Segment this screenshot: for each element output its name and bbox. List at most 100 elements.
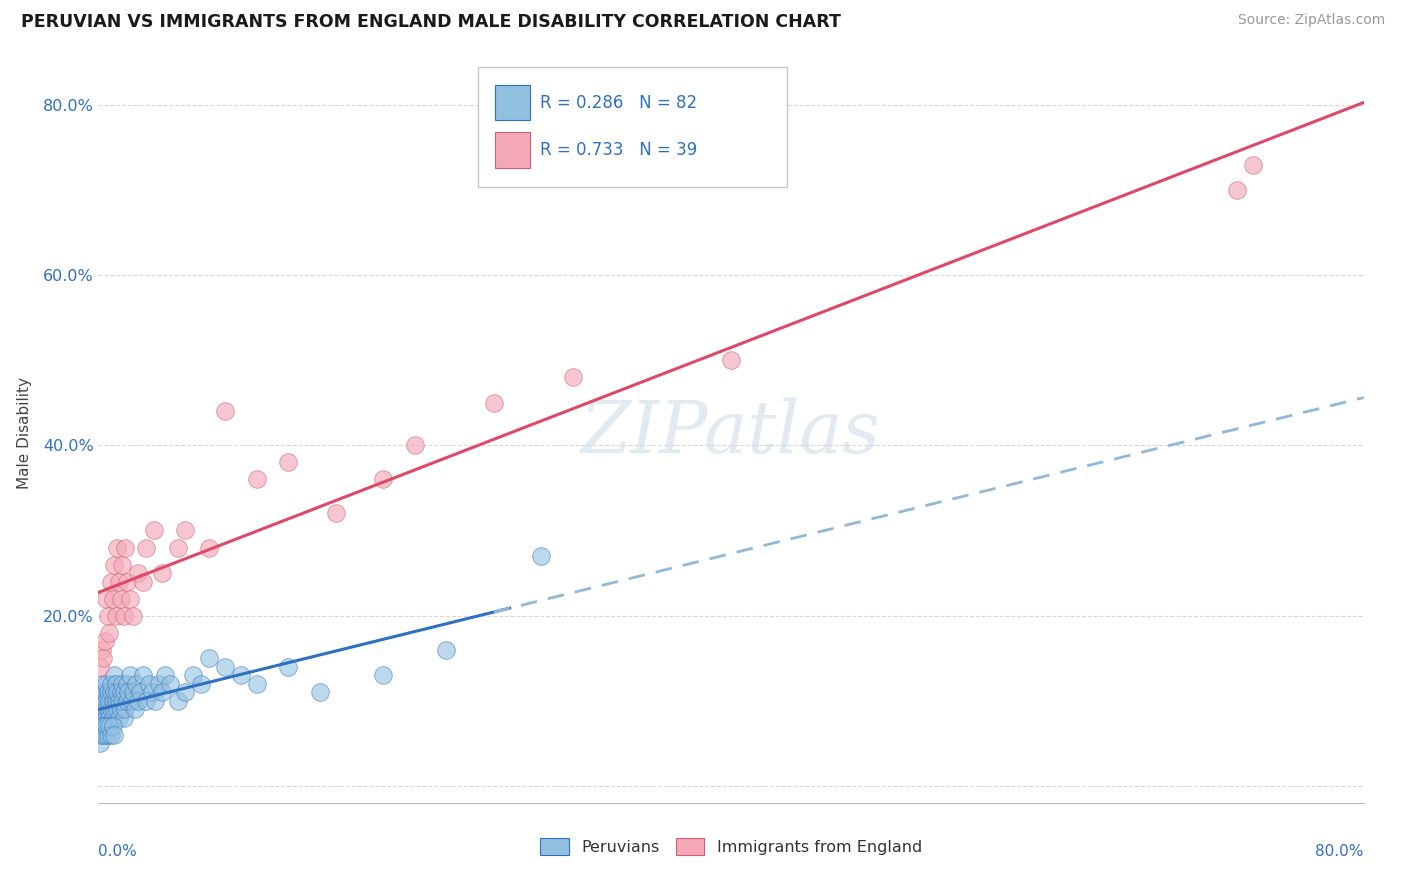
Point	[89, 659, 111, 673]
Point	[135, 541, 157, 555]
Point	[127, 566, 149, 580]
Point	[96, 676, 118, 690]
Point	[90, 719, 112, 733]
Point	[141, 685, 163, 699]
Point	[111, 676, 134, 690]
Point	[127, 694, 149, 708]
Point	[91, 676, 114, 690]
Point	[91, 711, 114, 725]
Text: R = 0.733   N = 39: R = 0.733 N = 39	[540, 141, 697, 159]
Point	[97, 608, 120, 623]
Point	[89, 728, 111, 742]
Point	[101, 591, 124, 606]
Point	[101, 694, 124, 708]
Point	[132, 574, 155, 589]
Point	[120, 668, 141, 682]
Point	[98, 694, 121, 708]
Point	[96, 694, 118, 708]
Point	[135, 694, 157, 708]
Point	[97, 685, 120, 699]
Point	[132, 668, 155, 682]
Point	[138, 676, 160, 690]
Point	[112, 685, 135, 699]
Point	[115, 676, 138, 690]
Point	[96, 591, 118, 606]
Point	[103, 558, 125, 572]
Point	[404, 438, 426, 452]
Point	[124, 702, 146, 716]
Point	[91, 694, 114, 708]
Point	[90, 642, 112, 657]
Point	[183, 668, 205, 682]
Point	[125, 676, 148, 690]
Point	[436, 642, 458, 657]
Point	[103, 702, 125, 716]
Point	[96, 711, 118, 725]
Point	[97, 728, 120, 742]
Point	[145, 694, 166, 708]
Point	[246, 676, 269, 690]
Point	[89, 711, 111, 725]
Point	[111, 558, 134, 572]
Point	[110, 702, 132, 716]
Point	[214, 659, 236, 673]
Point	[100, 676, 122, 690]
Point	[277, 659, 299, 673]
Point	[108, 711, 131, 725]
Point	[148, 676, 170, 690]
Point	[190, 676, 212, 690]
Point	[90, 685, 112, 699]
Point	[112, 711, 135, 725]
Point	[103, 685, 125, 699]
Point	[128, 685, 150, 699]
Point	[561, 370, 585, 384]
Point	[103, 668, 125, 682]
Point	[100, 574, 122, 589]
Point	[98, 711, 121, 725]
Point	[97, 702, 120, 716]
Point	[277, 455, 299, 469]
Point	[108, 574, 131, 589]
Point	[90, 702, 112, 716]
Point	[100, 685, 122, 699]
Point	[530, 549, 553, 563]
Point	[117, 685, 139, 699]
Point	[115, 574, 138, 589]
Point	[482, 396, 505, 410]
Point	[89, 736, 111, 750]
Point	[101, 719, 124, 733]
Text: 80.0%: 80.0%	[1316, 844, 1364, 858]
Text: PERUVIAN VS IMMIGRANTS FROM ENGLAND MALE DISABILITY CORRELATION CHART: PERUVIAN VS IMMIGRANTS FROM ENGLAND MALE…	[21, 13, 841, 31]
Point	[103, 728, 125, 742]
Point	[98, 625, 121, 640]
Point	[93, 719, 117, 733]
Point	[142, 524, 165, 538]
Point	[720, 353, 742, 368]
Point	[104, 694, 127, 708]
Text: Source: ZipAtlas.com: Source: ZipAtlas.com	[1237, 13, 1385, 28]
Point	[91, 651, 114, 665]
Point	[174, 524, 197, 538]
Point	[371, 472, 394, 486]
Point	[120, 591, 141, 606]
Point	[93, 728, 117, 742]
Y-axis label: Male Disability: Male Disability	[17, 376, 31, 489]
Point	[166, 541, 188, 555]
Point	[107, 702, 129, 716]
Point	[111, 694, 134, 708]
Point	[150, 566, 173, 580]
Text: 0.0%: 0.0%	[98, 844, 138, 858]
Point	[325, 507, 347, 521]
Point	[1241, 157, 1264, 171]
Point	[107, 685, 129, 699]
Point	[198, 541, 221, 555]
Point	[114, 541, 136, 555]
Legend: Peruvians, Immigrants from England: Peruvians, Immigrants from England	[533, 832, 929, 862]
Text: R = 0.286   N = 82: R = 0.286 N = 82	[540, 94, 697, 112]
Point	[93, 634, 117, 648]
Text: ZIPatlas: ZIPatlas	[581, 397, 882, 468]
Point	[90, 728, 112, 742]
Point	[93, 685, 117, 699]
Point	[108, 694, 131, 708]
Point	[101, 711, 124, 725]
